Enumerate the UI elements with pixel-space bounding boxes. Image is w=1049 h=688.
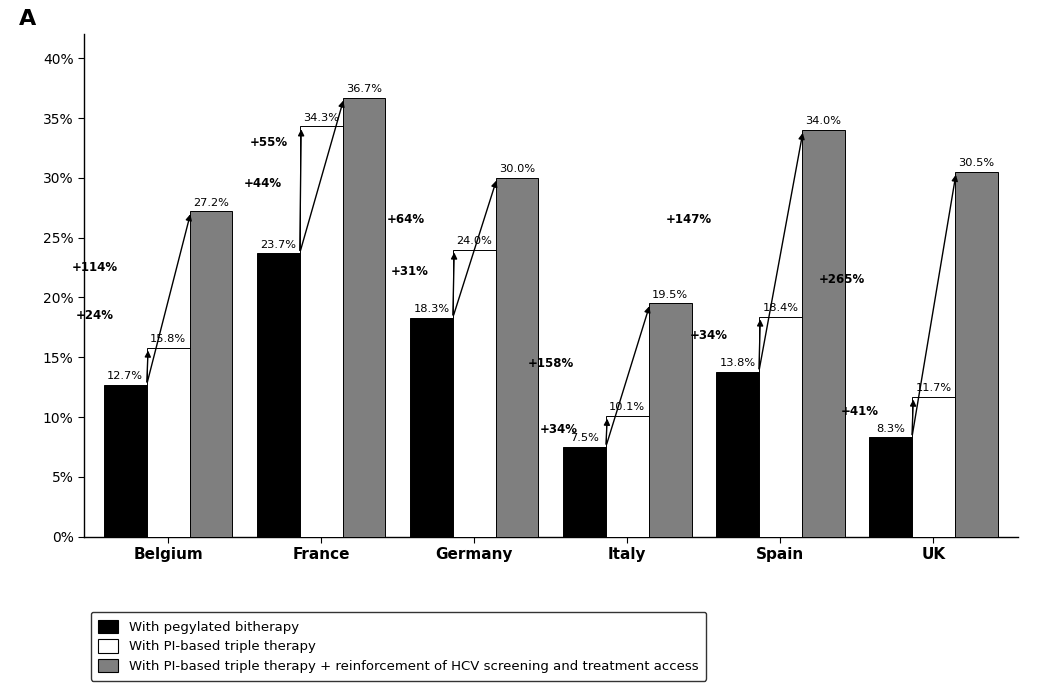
- Text: +114%: +114%: [71, 261, 117, 274]
- Text: +55%: +55%: [250, 136, 288, 149]
- Text: 13.8%: 13.8%: [720, 358, 755, 368]
- Text: +41%: +41%: [841, 405, 879, 418]
- Legend: With pegylated bitherapy, With PI-based triple therapy, With PI-based triple the: With pegylated bitherapy, With PI-based …: [90, 612, 706, 680]
- Bar: [190, 211, 233, 537]
- Bar: [147, 347, 190, 537]
- Bar: [410, 318, 453, 537]
- Text: 36.7%: 36.7%: [346, 84, 382, 94]
- Text: 15.8%: 15.8%: [150, 334, 186, 344]
- Text: 30.0%: 30.0%: [499, 164, 535, 174]
- Bar: [648, 303, 691, 537]
- Text: +158%: +158%: [528, 357, 574, 369]
- Text: 11.7%: 11.7%: [916, 383, 951, 393]
- Text: 24.0%: 24.0%: [456, 236, 492, 246]
- Text: A: A: [19, 10, 36, 30]
- Bar: [104, 385, 147, 537]
- Bar: [563, 447, 606, 537]
- Text: +64%: +64%: [386, 213, 425, 226]
- Text: 19.5%: 19.5%: [652, 290, 688, 300]
- Text: 7.5%: 7.5%: [570, 433, 599, 443]
- Bar: [606, 416, 648, 537]
- Bar: [257, 253, 300, 537]
- Bar: [343, 98, 385, 537]
- Text: 30.5%: 30.5%: [958, 158, 994, 169]
- Bar: [716, 372, 758, 537]
- Text: 18.4%: 18.4%: [763, 303, 798, 313]
- Text: +34%: +34%: [689, 330, 727, 342]
- Bar: [869, 438, 912, 537]
- Text: 18.3%: 18.3%: [413, 304, 449, 314]
- Text: 8.3%: 8.3%: [876, 424, 905, 434]
- Text: +34%: +34%: [539, 422, 577, 436]
- Text: 23.7%: 23.7%: [260, 239, 296, 250]
- Bar: [300, 127, 343, 537]
- Text: 34.0%: 34.0%: [806, 116, 841, 127]
- Text: 12.7%: 12.7%: [107, 372, 144, 381]
- Bar: [912, 397, 955, 537]
- Text: 34.3%: 34.3%: [303, 113, 339, 123]
- Text: +147%: +147%: [665, 213, 711, 226]
- Text: +265%: +265%: [818, 273, 864, 286]
- Bar: [955, 172, 998, 537]
- Text: 10.1%: 10.1%: [609, 402, 645, 412]
- Bar: [758, 316, 801, 537]
- Text: +31%: +31%: [391, 265, 429, 278]
- Bar: [495, 178, 538, 537]
- Text: +44%: +44%: [244, 178, 282, 191]
- Text: 27.2%: 27.2%: [193, 197, 229, 208]
- Text: +24%: +24%: [76, 309, 113, 322]
- Bar: [453, 250, 495, 537]
- Bar: [801, 130, 844, 537]
